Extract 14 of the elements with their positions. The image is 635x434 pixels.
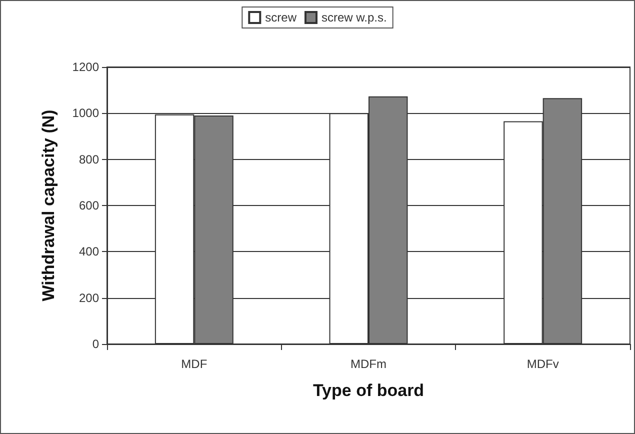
y-tick-label: 1200	[72, 60, 100, 74]
x-tick-label: MDFm	[350, 357, 386, 371]
y-tick-label: 800	[78, 152, 100, 166]
y-tick-label: 600	[78, 198, 100, 212]
legend-label: screw w.p.s.	[321, 10, 387, 24]
x-tick-label: MDFv	[526, 357, 559, 371]
y-axis-title: Withdrawal capacity (N)	[39, 110, 58, 302]
y-tick-label: 400	[78, 244, 100, 259]
legend-label: screw	[265, 10, 297, 24]
x-axis-title: Type of board	[312, 381, 424, 400]
y-tick-label: 1000	[72, 106, 100, 120]
y-tick-label: 200	[78, 290, 100, 305]
x-tick-label: MDF	[181, 357, 208, 371]
y-tick-label: 0	[92, 337, 100, 351]
